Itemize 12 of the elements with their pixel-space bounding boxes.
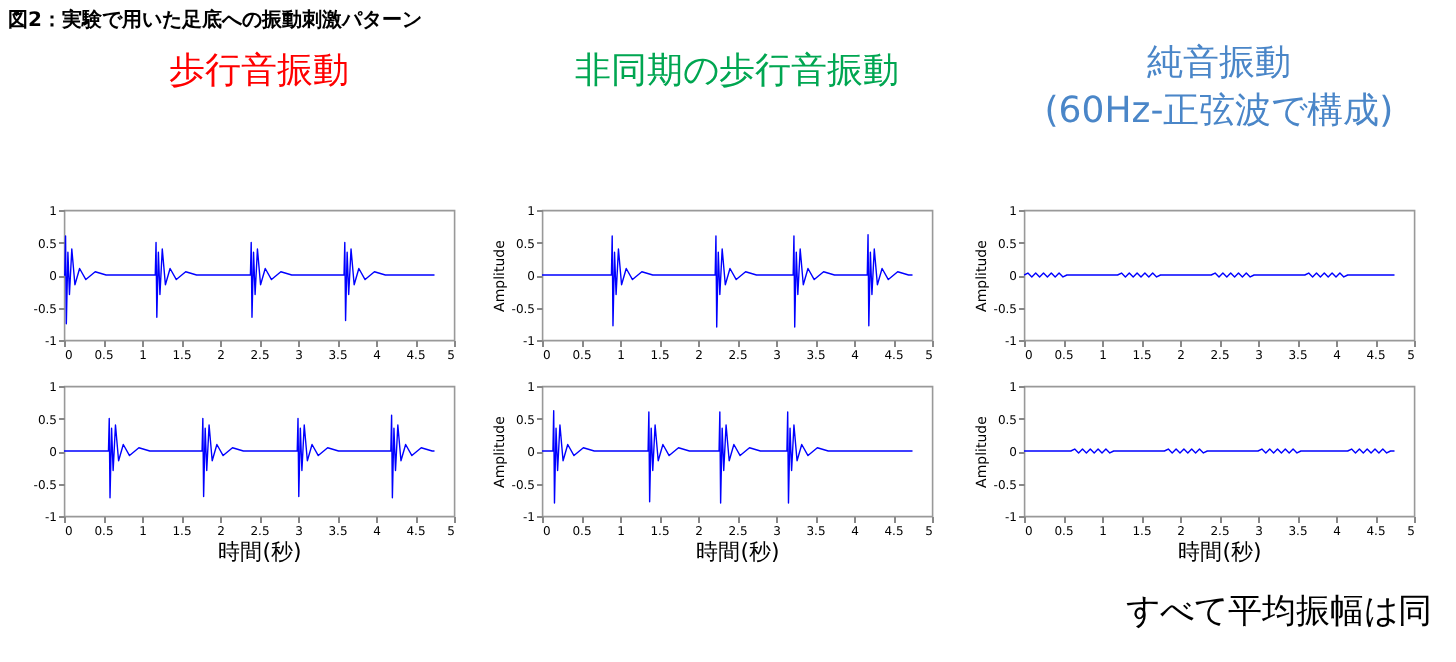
caption: 図2：実験で用いた足底への振動刺激パターン	[8, 6, 422, 34]
line-series	[542, 410, 914, 504]
chart-title: 純音振動 (60Hz-正弦波で構成)	[1044, 42, 1394, 132]
line-series	[64, 414, 436, 499]
text: すべて平均振幅は同	[1126, 590, 1432, 634]
x-axis-title: 時間(秒)	[1178, 539, 1262, 565]
x-axis-title: 時間(秒)	[696, 539, 780, 565]
chart-title: 歩行音振動	[169, 50, 349, 92]
chart-title: 非同期の歩行音振動	[575, 50, 899, 92]
x-axis-title: 時間(秒)	[218, 539, 302, 565]
line-series	[64, 235, 436, 325]
line-series	[542, 234, 914, 328]
